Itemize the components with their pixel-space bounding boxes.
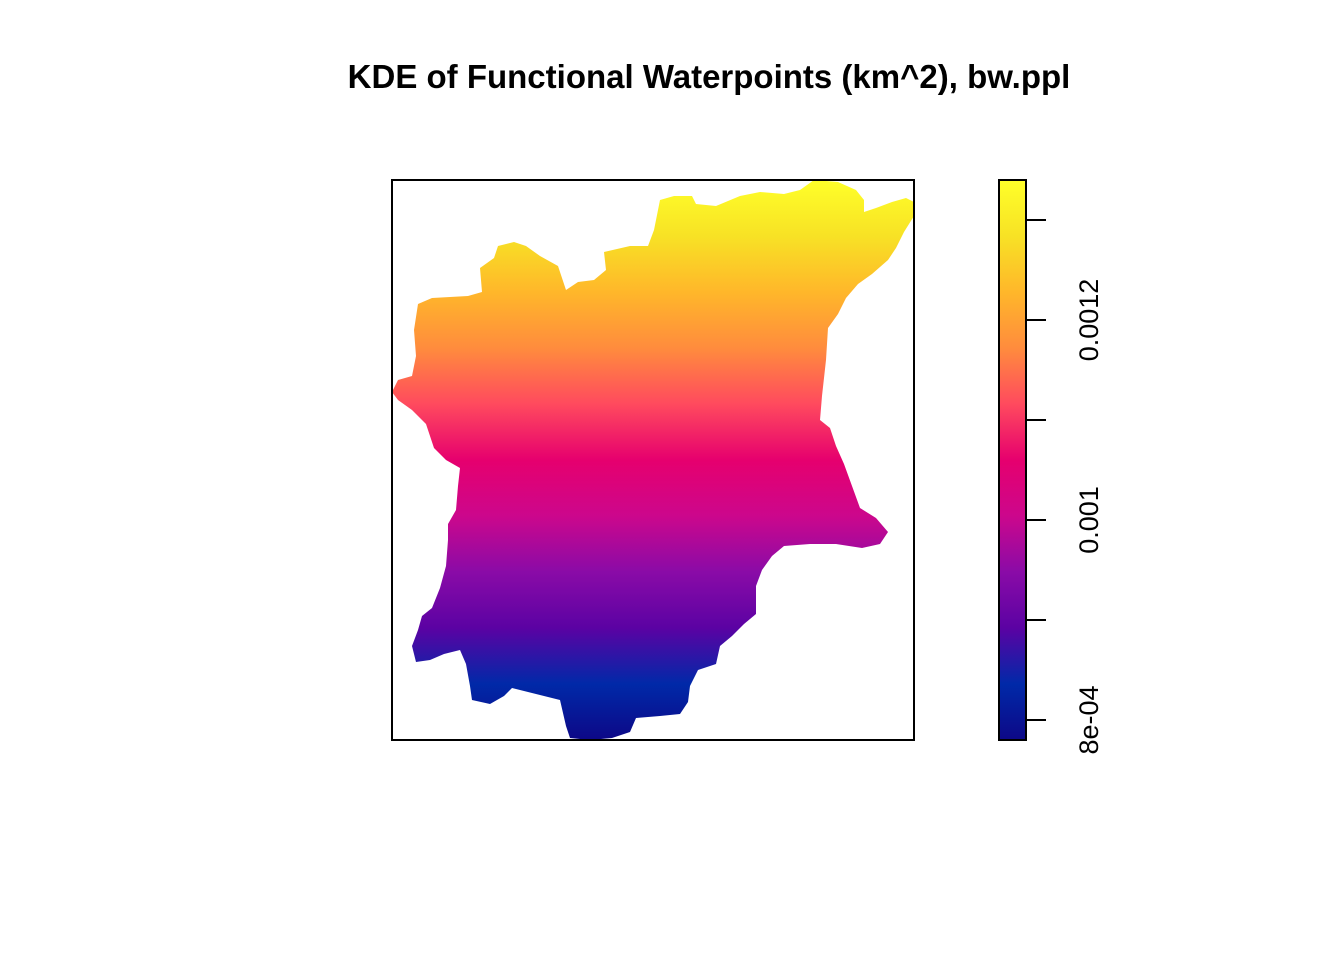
- colorbar-tick-label: 0.001: [1074, 486, 1104, 554]
- colorbar-tick-label: 8e-04: [1074, 685, 1104, 754]
- colorbar: [998, 179, 1027, 741]
- plot-panel-border: [391, 179, 915, 741]
- study-area-density-raster: [392, 180, 914, 740]
- colorbar-ticks: 8e-04 0.001 0.0012: [1026, 219, 1104, 755]
- chart-title: KDE of Functional Waterpoints (km^2), bw…: [347, 58, 1071, 95]
- colorbar-tick-label: 0.0012: [1074, 279, 1104, 362]
